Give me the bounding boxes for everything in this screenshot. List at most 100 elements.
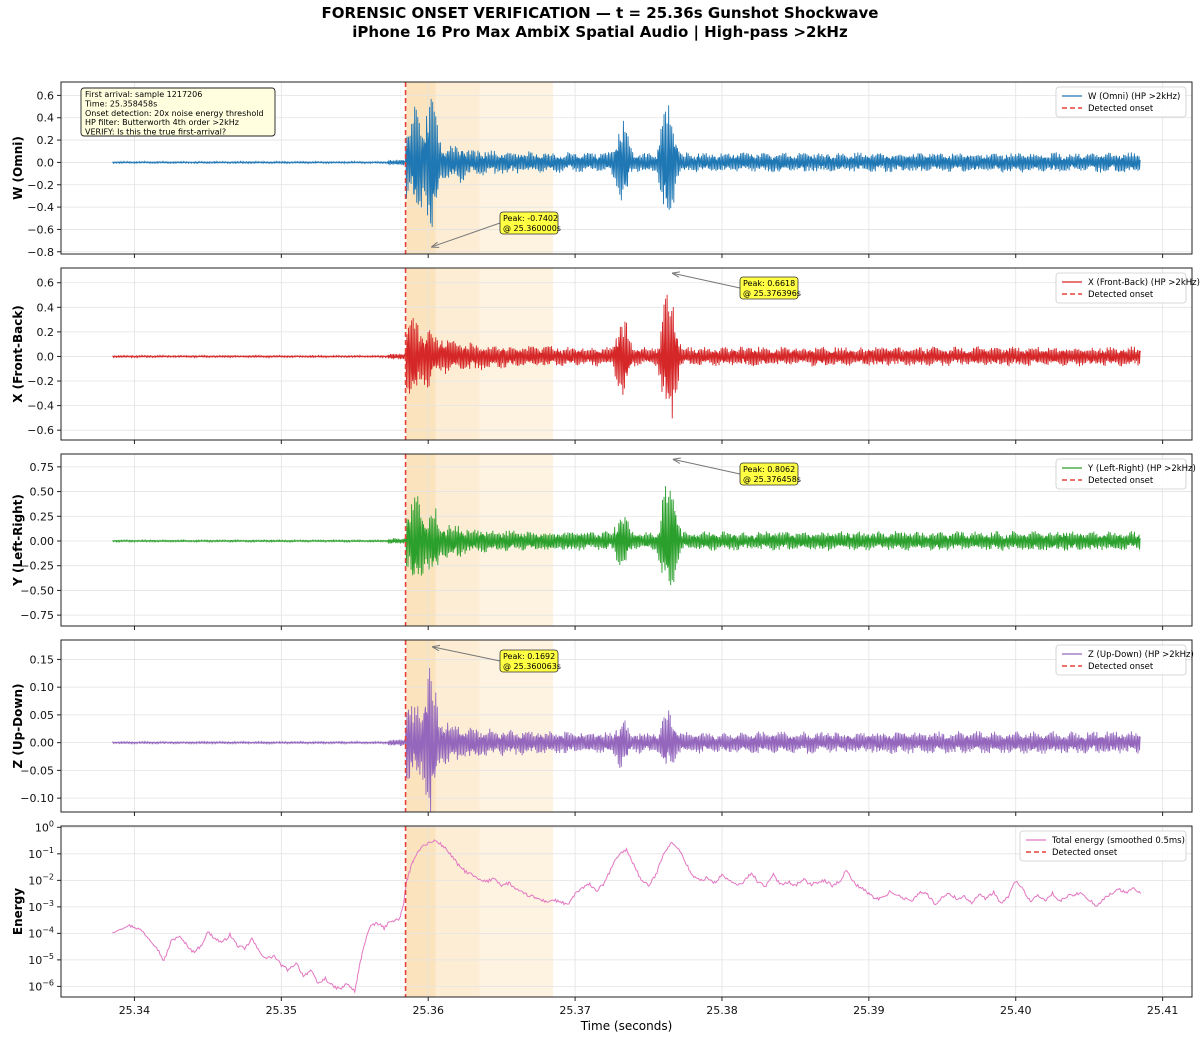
y-tick-label: −0.75	[20, 609, 54, 622]
legend-label-series: X (Front-Back) (HP >2kHz)	[1088, 278, 1200, 288]
panel-frame	[60, 267, 1193, 441]
peak-label-time: @ 25.360063s	[503, 662, 561, 671]
legend-box	[1055, 644, 1187, 676]
legend-label-onset: Detected onset	[1052, 848, 1118, 858]
panel-frame	[60, 453, 1193, 627]
series-line-x	[112, 294, 1141, 419]
info-box-line: First arrival: sample 1217206	[85, 90, 202, 99]
legend-label-series: Y (Left-Right) (HP >2kHz)	[1087, 464, 1196, 474]
series-line-y	[112, 486, 1141, 586]
title-line-2: iPhone 16 Pro Max AmbiX Spatial Audio | …	[352, 23, 848, 41]
y-axis-label: Y (Left-Right)	[11, 494, 25, 587]
info-box-frame	[80, 87, 276, 137]
peak-arrow	[671, 272, 741, 289]
series-line-energy	[112, 839, 1142, 995]
y-axis-label: X (Front-Back)	[11, 305, 25, 403]
legend-box	[1055, 272, 1187, 304]
peak-label-value: Peak: -0.7402	[503, 214, 558, 223]
y-tick-label: −0.10	[20, 792, 54, 805]
peak-annotation-box	[739, 276, 799, 300]
panel-y: −0.75 −0.50 −0.25 0.00 0.25 0.50 0.75 Y (Left-R…	[11, 453, 1196, 630]
peak-arrow	[431, 222, 501, 248]
y-tick-label: 0.2	[37, 134, 55, 147]
y-tick-label: −0.2	[27, 179, 54, 192]
series-line-z	[112, 667, 1141, 813]
y-tick-label: −0.4	[27, 400, 54, 413]
y-tick-label: −0.2	[27, 375, 54, 388]
y-tick-label: 10−5	[28, 952, 54, 967]
y-axis-label: W (Omni)	[11, 136, 25, 200]
peak-arrow	[672, 458, 741, 475]
legend-label-onset: Detected onset	[1088, 662, 1154, 672]
y-tick-label: −0.4	[27, 201, 54, 214]
y-tick-label: −0.05	[20, 764, 54, 777]
y-tick-label: 100	[35, 819, 54, 834]
peak-annotation-box	[739, 462, 799, 486]
panel-frame	[60, 825, 1193, 998]
info-box-line: HP filter: Butterworth 4th order >2kHz	[85, 118, 239, 127]
y-tick-label: 0.00	[30, 737, 55, 750]
legend-label-series: Total energy (smoothed 0.5ms)	[1051, 836, 1185, 846]
panel-frame	[60, 639, 1193, 813]
peak-label-value: Peak: 0.1692	[503, 652, 555, 661]
legend-label-onset: Detected onset	[1088, 290, 1154, 300]
y-tick-label: 10−3	[28, 899, 54, 914]
y-tick-label: 0.6	[37, 277, 55, 290]
y-axis-label: Energy	[11, 888, 25, 935]
x-tick-label: 25.40	[1000, 1004, 1032, 1017]
peak-annotation-box	[499, 649, 559, 673]
y-tick-label: 0.25	[30, 510, 55, 523]
panels-group: −0.8 −0.6 −0.4 −0.2 0.0 0.2 0.4 0.6 W (Omni) Peak…	[11, 81, 1200, 1033]
peak-label-time: @ 25.360000s	[503, 224, 561, 233]
x-axis-label: Time (seconds)	[580, 1019, 673, 1033]
legend-box	[1055, 86, 1187, 118]
legend-label-series: Z (Up-Down) (HP >2kHz)	[1088, 650, 1194, 660]
y-tick-label: 10−2	[28, 872, 54, 887]
shaded-span-mid	[435, 826, 480, 997]
peak-label-value: Peak: 0.6618	[743, 279, 795, 288]
peak-arrow-head	[672, 457, 681, 464]
x-tick-label: 25.35	[266, 1004, 298, 1017]
y-tick-label: −0.8	[27, 246, 54, 259]
y-tick-label: 0.05	[30, 709, 55, 722]
panel-frame	[60, 81, 1193, 255]
legend-label-series: W (Omni) (HP >2kHz)	[1088, 92, 1180, 102]
info-box-line: Onset detection: 20x noise energy thresh…	[85, 109, 264, 118]
y-tick-label: −0.6	[27, 424, 54, 437]
legend-box	[1019, 830, 1187, 862]
peak-annotation-box	[499, 211, 559, 235]
series-line-w	[112, 98, 1141, 227]
peak-arrow-head	[671, 271, 681, 278]
peak-label-time: @ 25.376458s	[743, 475, 801, 484]
info-box-line: VERIFY: Is this the true first-arrival?	[85, 128, 226, 137]
panel-x: −0.6 −0.4 −0.2 0.0 0.2 0.4 0.6 X (Front-Back) Pe…	[11, 267, 1200, 444]
x-tick-label: 25.37	[559, 1004, 591, 1017]
info-box-line: Time: 25.358458s	[84, 99, 157, 108]
y-tick-label: 10−1	[28, 846, 54, 861]
y-tick-label: 0.10	[30, 681, 55, 694]
y-tick-label: 0.0	[37, 156, 55, 169]
y-tick-label: −0.25	[20, 560, 54, 573]
x-tick-label: 25.34	[119, 1004, 151, 1017]
y-tick-label: 0.75	[30, 461, 55, 474]
legend-box	[1055, 458, 1187, 490]
y-tick-label: 10−6	[28, 978, 54, 993]
shaded-span-mid	[435, 640, 480, 812]
y-tick-label: 0.50	[30, 486, 55, 499]
peak-arrow	[432, 646, 501, 662]
y-tick-label: 0.0	[37, 350, 55, 363]
title-line-1: FORENSIC ONSET VERIFICATION — t = 25.36s…	[321, 4, 879, 22]
y-tick-label: 0.6	[37, 89, 55, 102]
shaded-span-inner	[406, 826, 436, 997]
y-tick-label: 0.2	[37, 326, 55, 339]
panel-energy: 10−6 10−5 10−4 10−3 10−2 10−1 100 25.34 25.35 25.…	[11, 819, 1193, 1033]
shaded-span-outer	[479, 826, 554, 997]
y-tick-label: −0.50	[20, 584, 54, 597]
legend-label-onset: Detected onset	[1088, 104, 1154, 114]
x-tick-label: 25.39	[853, 1004, 885, 1017]
x-tick-label: 25.36	[412, 1004, 444, 1017]
x-tick-label: 25.38	[706, 1004, 738, 1017]
figure-title: FORENSIC ONSET VERIFICATION — t = 25.36s…	[0, 4, 1200, 42]
